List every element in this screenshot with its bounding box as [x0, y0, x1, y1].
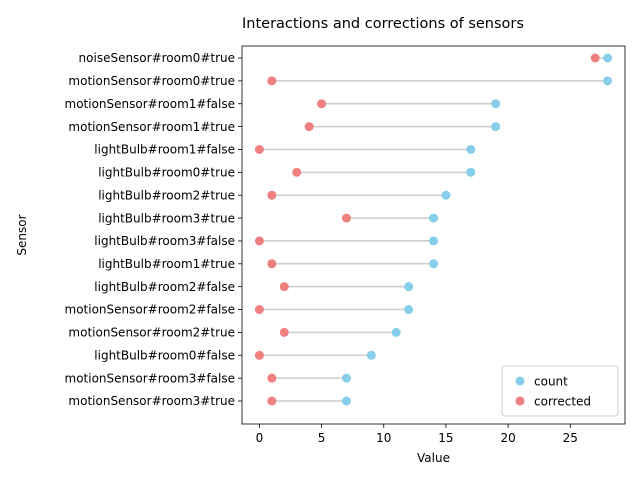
y-tick-label: lightBulb#room2#false	[94, 280, 235, 294]
legend: count corrected	[501, 365, 619, 417]
x-tick-label: 5	[318, 431, 326, 445]
y-tick-label: motionSensor#room1#false	[65, 97, 235, 111]
point-corrected	[254, 144, 264, 154]
y-tick-label: lightBulb#room0#true	[98, 166, 235, 180]
y-tick-label: lightBulb#room1#true	[98, 257, 235, 271]
y-tick-label: lightBulb#room3#true	[98, 211, 235, 225]
point-count	[441, 190, 451, 200]
x-tick-label: 10	[376, 431, 391, 445]
x-tick-label: 20	[500, 431, 515, 445]
y-tick-label: motionSensor#room3#true	[68, 394, 235, 408]
y-tick-label: motionSensor#room2#false	[65, 303, 235, 317]
point-corrected	[279, 327, 289, 337]
point-corrected	[254, 350, 264, 360]
x-axis-ticks: 0 5 10 15 20 25	[256, 424, 578, 445]
point-count	[603, 53, 613, 63]
point-corrected	[254, 305, 264, 315]
x-tick-label: 15	[438, 431, 453, 445]
y-tick-label: lightBulb#room1#false	[94, 143, 235, 157]
x-axis-label: Value	[417, 451, 450, 465]
point-count	[341, 396, 351, 406]
x-tick-label: 0	[256, 431, 264, 445]
y-tick-label: motionSensor#room2#true	[68, 326, 235, 340]
plot-area-frame	[241, 45, 626, 425]
point-count	[491, 122, 501, 132]
point-corrected	[590, 53, 600, 63]
y-tick-label: motionSensor#room1#true	[68, 120, 235, 134]
y-tick-label: motionSensor#room3#false	[65, 371, 235, 385]
point-count	[404, 305, 414, 315]
y-tick-label: lightBulb#room0#false	[94, 348, 235, 362]
point-corrected	[254, 236, 264, 246]
y-tick-label: motionSensor#room0#true	[68, 74, 235, 88]
y-tick-label: noiseSensor#room0#true	[79, 51, 235, 65]
point-count	[341, 373, 351, 383]
point-count	[429, 259, 438, 269]
point-corrected	[279, 282, 289, 292]
point-corrected	[267, 259, 277, 269]
y-axis-ticks: noiseSensor#room0#true motionSensor#room0…	[65, 51, 242, 408]
legend-marker-count	[515, 376, 525, 386]
legend-marker-corrected	[515, 396, 525, 406]
point-corrected	[267, 190, 277, 200]
data-points	[254, 53, 613, 406]
point-corrected	[267, 76, 277, 86]
point-count	[429, 213, 438, 223]
point-count	[603, 76, 613, 86]
chart-title: Interactions and corrections of sensors	[242, 16, 524, 32]
point-corrected	[341, 213, 351, 223]
legend-box	[501, 365, 619, 417]
point-corrected	[317, 99, 327, 109]
x-tick-label: 25	[563, 431, 578, 445]
point-corrected	[267, 396, 277, 406]
point-count	[429, 236, 438, 246]
legend-label-count: count	[534, 375, 568, 389]
point-corrected	[267, 373, 277, 383]
y-axis-label: Sensor	[15, 214, 29, 255]
y-tick-label: lightBulb#room3#false	[94, 234, 235, 248]
connector-lines	[259, 57, 608, 402]
point-count	[466, 167, 476, 177]
point-corrected	[304, 122, 314, 132]
legend-label-corrected: corrected	[534, 395, 591, 409]
point-corrected	[292, 167, 302, 177]
point-count	[404, 282, 414, 292]
point-count	[391, 327, 401, 337]
point-count	[466, 144, 476, 154]
y-tick-label: lightBulb#room2#true	[98, 188, 235, 202]
point-count	[491, 99, 501, 109]
point-count	[366, 350, 376, 360]
